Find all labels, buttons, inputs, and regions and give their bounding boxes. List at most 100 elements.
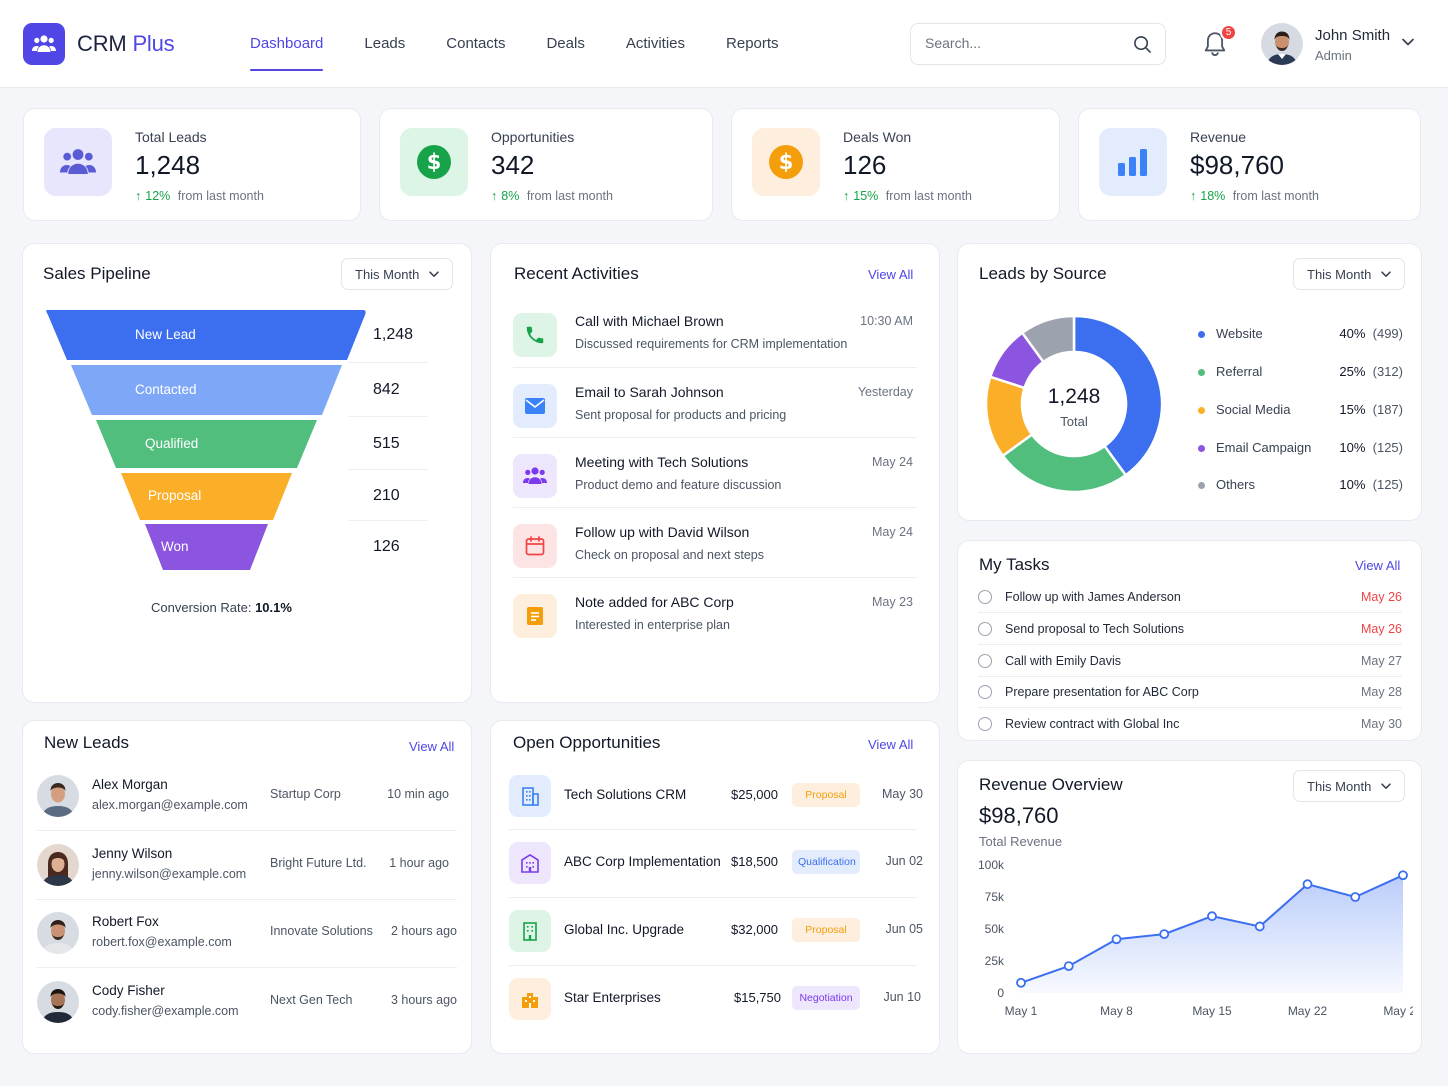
lead-row[interactable]: Alex Morgan alex.morgan@example.com Star… [37, 775, 457, 835]
stat-card-total-leads[interactable]: Total Leads 1,248 ↑ 12% from last month [23, 108, 361, 221]
bell-icon[interactable] [1202, 30, 1228, 58]
nav-dashboard[interactable]: Dashboard [250, 0, 324, 88]
revenue-point[interactable] [1016, 977, 1026, 988]
legend-name: Referral [1216, 364, 1263, 379]
revenue-point[interactable] [1063, 961, 1074, 972]
task-checkbox[interactable] [978, 685, 992, 699]
revenue-point[interactable] [1398, 870, 1408, 881]
view-all-link[interactable]: View All [868, 267, 914, 282]
legend-pct: 10% [1339, 477, 1366, 492]
divider [348, 520, 428, 521]
lead-row[interactable]: Cody Fisher cody.fisher@example.com Next… [37, 981, 457, 1041]
funnel-chart [46, 310, 366, 570]
revenue-point[interactable] [1254, 921, 1265, 932]
calendar-icon [513, 524, 557, 568]
revenue-total: $98,760 [979, 803, 1059, 828]
open-opportunities-card: Open Opportunities View All Tech Solutio… [490, 720, 940, 1054]
funnel-stage-contacted[interactable] [71, 365, 342, 415]
stat-card-revenue[interactable]: Revenue $98,760 ↑ 18% from last month [1078, 108, 1421, 221]
stat-label: Opportunities [491, 129, 575, 145]
opportunity-row[interactable]: Tech Solutions CRM $25,000 Proposal May … [509, 775, 923, 819]
view-all-link[interactable]: View All [1355, 558, 1401, 573]
activity-item[interactable]: Email to Sarah Johnson Sent proposal for… [513, 378, 913, 440]
revenue-point[interactable] [1302, 879, 1313, 890]
task-date: May 28 [1361, 685, 1402, 699]
donut-total-label: Total [1060, 414, 1088, 429]
chevron-down-icon [1381, 783, 1391, 790]
task-date: May 26 [1361, 622, 1402, 636]
user-name[interactable]: John Smith [1315, 27, 1391, 44]
legend-name: Email Campaign [1216, 440, 1312, 455]
legend-pct: 10% [1339, 440, 1366, 455]
task-checkbox[interactable] [978, 590, 992, 604]
stat-value: 126 [843, 150, 887, 180]
activity-item[interactable]: Note added for ABC Corp Interested in en… [513, 588, 913, 650]
funnel-stage-qualified[interactable] [96, 420, 317, 468]
avatar [37, 844, 79, 886]
funnel-stage-new-lead[interactable] [46, 310, 366, 360]
lead-email: jenny.wilson@example.com [92, 867, 247, 881]
nav-leads[interactable]: Leads [364, 35, 406, 52]
task-item: Follow up with James Anderson May 26 [978, 589, 1402, 613]
dollar-icon: $ [400, 128, 468, 196]
stage-badge: Proposal [792, 783, 860, 807]
divider [348, 416, 428, 417]
chevron-down-icon[interactable] [1402, 38, 1414, 46]
nav-contacts[interactable]: Contacts [446, 35, 506, 52]
funnel-stage-proposal[interactable] [121, 473, 292, 520]
revenue-point[interactable] [1350, 892, 1361, 902]
lead-name: Robert Fox [92, 914, 159, 929]
donut-slice-website[interactable] [1072, 314, 1164, 477]
card-title: My Tasks [979, 555, 1050, 574]
building-icon [509, 842, 551, 884]
view-all-link[interactable]: View All [868, 737, 914, 752]
funnel-stage-won[interactable] [145, 524, 268, 570]
logo-icon[interactable] [23, 23, 65, 65]
task-checkbox[interactable] [978, 717, 992, 731]
stat-label: Deals Won [843, 129, 912, 145]
svg-text:$: $ [427, 150, 442, 174]
search-input[interactable] [925, 35, 1115, 51]
search-box [910, 23, 1166, 65]
arrow-up-icon: ↑ [491, 189, 498, 203]
user-role: Admin [1315, 48, 1352, 63]
opportunity-row[interactable]: Star Enterprises $15,750 Negotiation Jun… [509, 978, 921, 1022]
donut-slice-others[interactable] [1020, 314, 1076, 364]
period-dropdown[interactable]: This Month [1293, 770, 1405, 802]
note-icon [513, 594, 557, 638]
task-checkbox[interactable] [978, 654, 992, 668]
card-title: New Leads [44, 733, 130, 752]
lead-row[interactable]: Jenny Wilson jenny.wilson@example.com Br… [37, 844, 457, 904]
nav-deals[interactable]: Deals [546, 35, 585, 52]
stat-card-deals-won[interactable]: $ Deals Won 126 ↑ 15% from last month [731, 108, 1060, 221]
opportunity-row[interactable]: Global Inc. Upgrade $32,000 Proposal Jun… [509, 910, 923, 954]
task-date: May 30 [1361, 717, 1402, 731]
donut-chart [984, 314, 1164, 494]
period-dropdown[interactable]: This Month [341, 258, 453, 290]
nav-activities[interactable]: Activities [625, 35, 686, 52]
stat-card-opportunities[interactable]: $ Opportunities 342 ↑ 8% from last month [379, 108, 713, 221]
lead-row[interactable]: Robert Fox robert.fox@example.com Innova… [37, 912, 457, 972]
user-avatar[interactable] [1261, 23, 1303, 65]
view-all-link[interactable]: View All [409, 739, 455, 754]
opportunity-date: Jun 10 [883, 990, 921, 1004]
brand-name[interactable]: CRM Plus [77, 31, 175, 57]
task-checkbox[interactable] [978, 622, 992, 636]
lead-name: Cody Fisher [92, 983, 165, 998]
lead-company: Innovate Solutions [270, 924, 373, 938]
revenue-point[interactable] [1207, 911, 1217, 922]
period-dropdown[interactable]: This Month [1293, 258, 1405, 290]
revenue-point[interactable] [1111, 934, 1122, 945]
activity-item[interactable]: Call with Michael Brown Discussed requir… [513, 307, 913, 369]
lead-email: robert.fox@example.com [92, 935, 232, 949]
activity-item[interactable]: Follow up with David Wilson Check on pro… [513, 518, 913, 580]
activity-item[interactable]: Meeting with Tech Solutions Product demo… [513, 448, 913, 510]
revenue-point[interactable] [1159, 929, 1170, 940]
legend-name: Others [1216, 477, 1256, 492]
opportunity-row[interactable]: ABC Corp Implementation $18,500 Qualific… [509, 842, 923, 886]
nav-reports[interactable]: Reports [726, 35, 779, 52]
search-icon[interactable] [1133, 35, 1152, 54]
activity-description: Check on proposal and next steps [575, 548, 765, 562]
task-date: May 26 [1361, 590, 1402, 604]
legend-value: 40% (499) [1339, 326, 1403, 341]
